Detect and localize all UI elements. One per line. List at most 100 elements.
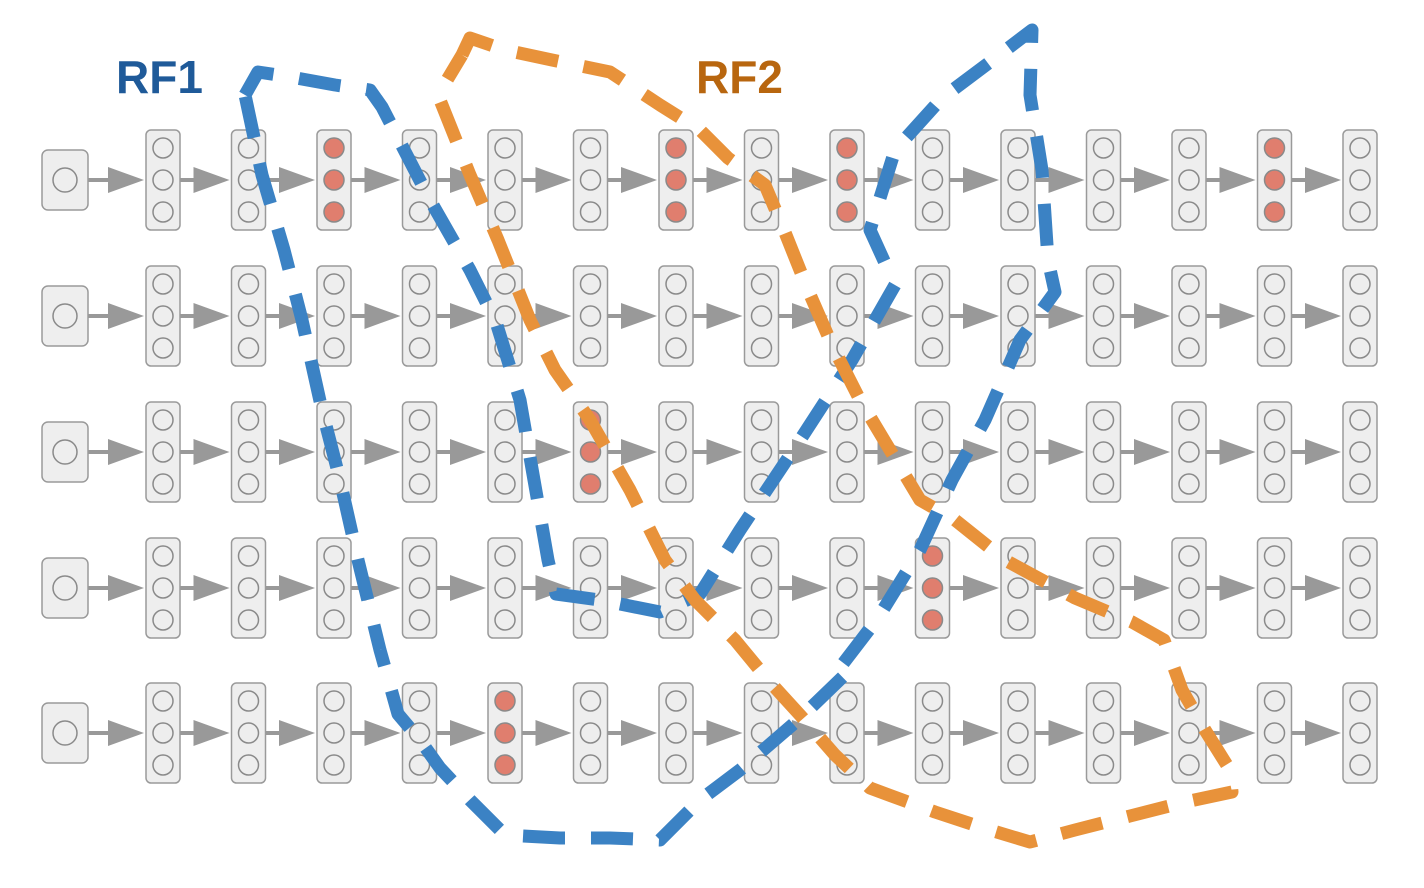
hidden-cell (145, 265, 181, 367)
right-arrow-icon (1291, 167, 1341, 193)
neuron (237, 201, 260, 223)
right-arrow-icon (1291, 439, 1341, 465)
right-arrow-icon (1120, 303, 1170, 329)
hidden-cell (145, 682, 181, 784)
neuron-active (579, 473, 602, 495)
neuron (152, 137, 174, 159)
neuron (750, 337, 773, 359)
neuron (237, 577, 260, 599)
neuron (408, 545, 431, 567)
neuron (750, 609, 773, 631)
neuron (1178, 545, 1200, 567)
right-arrow-icon (1120, 575, 1170, 601)
neuron (1007, 137, 1029, 159)
neuron (152, 305, 174, 327)
neuron (1092, 754, 1115, 776)
right-arrow-icon (265, 167, 315, 193)
neuron (237, 754, 260, 776)
neuron (665, 690, 687, 712)
neuron (1007, 409, 1029, 431)
neuron (1178, 441, 1200, 463)
neuron (1349, 473, 1371, 495)
neuron (1263, 577, 1286, 599)
neuron (836, 722, 858, 744)
right-arrow-icon (607, 439, 657, 465)
neuron (408, 273, 431, 295)
hidden-cell (316, 265, 352, 367)
neuron (750, 441, 773, 463)
neuron (750, 409, 773, 431)
neuron-active (323, 201, 345, 223)
neuron (750, 201, 773, 223)
neuron (408, 337, 431, 359)
right-arrow-icon (1035, 575, 1085, 601)
input-cell (41, 285, 89, 347)
neuron (1178, 609, 1200, 631)
neuron (1007, 273, 1029, 295)
hidden-cell (1085, 537, 1122, 639)
neuron (1178, 137, 1200, 159)
neuron (836, 473, 858, 495)
neuron (579, 722, 602, 744)
hidden-cell (1085, 129, 1122, 231)
neuron (1263, 690, 1286, 712)
neuron (1178, 754, 1200, 776)
right-arrow-icon (265, 720, 315, 746)
neuron (1349, 169, 1371, 191)
right-arrow-icon (180, 303, 230, 329)
neuron-active (921, 609, 944, 631)
neuron (750, 690, 773, 712)
neuron-active (1263, 201, 1286, 223)
neuron (1007, 609, 1029, 631)
hidden-cell (1000, 537, 1036, 639)
neuron (494, 577, 516, 599)
neuron (152, 577, 174, 599)
hidden-cell (1256, 401, 1293, 503)
hidden-cell (658, 682, 694, 784)
right-arrow-icon (693, 303, 743, 329)
neuron (836, 441, 858, 463)
neuron (1178, 169, 1200, 191)
neuron (1092, 722, 1115, 744)
neuron (237, 473, 260, 495)
neuron (1092, 137, 1115, 159)
neuron (579, 609, 602, 631)
neuron-active (323, 169, 345, 191)
neuron (323, 722, 345, 744)
hidden-cell (401, 265, 438, 367)
neuron (408, 473, 431, 495)
neuron (1092, 337, 1115, 359)
right-arrow-icon (1035, 167, 1085, 193)
input-cell (41, 557, 89, 619)
hidden-cell (487, 537, 523, 639)
hidden-cell-active (1256, 129, 1293, 231)
neuron (750, 273, 773, 295)
hidden-cell (316, 682, 352, 784)
neuron (836, 409, 858, 431)
right-arrow-icon (351, 303, 401, 329)
neuron-active (494, 722, 516, 744)
hidden-cell (316, 537, 352, 639)
neuron (1349, 722, 1371, 744)
right-arrow-icon (607, 167, 657, 193)
neuron (579, 201, 602, 223)
rf1-label: RF1 (116, 51, 203, 103)
neuron (237, 441, 260, 463)
neuron (408, 441, 431, 463)
neuron-active (665, 169, 687, 191)
neuron (152, 473, 174, 495)
neuron (579, 754, 602, 776)
neuron (1263, 473, 1286, 495)
neuron (408, 754, 431, 776)
neuron (1263, 409, 1286, 431)
neuron-active (579, 441, 602, 463)
neuron (323, 545, 345, 567)
neuron-active (494, 754, 516, 776)
neuron (579, 337, 602, 359)
neuron (494, 409, 516, 431)
right-arrow-icon (1206, 575, 1256, 601)
right-arrow-icon (607, 303, 657, 329)
hidden-cell (829, 537, 865, 639)
neuron (836, 690, 858, 712)
neuron (237, 305, 260, 327)
